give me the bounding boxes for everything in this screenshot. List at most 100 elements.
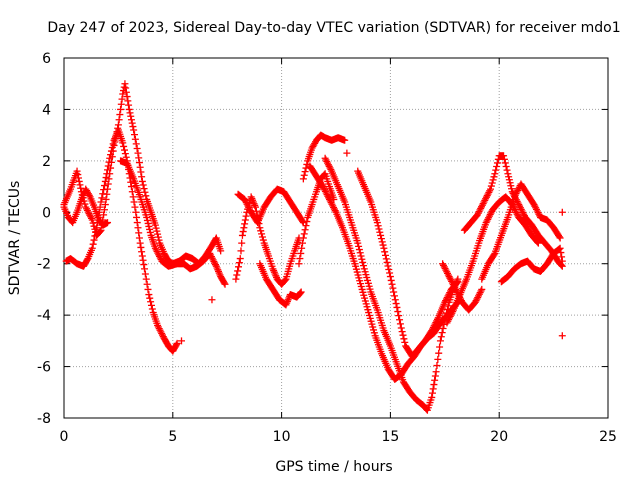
data-point [324,192,332,200]
data-point [120,83,128,91]
data-point [89,240,97,248]
data-points [60,80,566,414]
data-point [487,209,495,217]
data-point [108,143,116,151]
data-point [514,186,522,194]
data-point [507,182,515,190]
data-point [382,251,390,259]
data-point [142,192,150,200]
grid-lines [64,58,608,418]
data-point [300,230,308,238]
data-point [441,265,449,273]
data-point [146,225,154,233]
data-point [76,181,84,189]
data-point [153,248,161,255]
data-point [144,285,152,293]
data-point [504,170,512,178]
data-point [478,201,486,209]
data-point [326,164,334,172]
data-point [325,162,333,170]
data-point [124,97,132,105]
data-point [102,195,110,203]
data-point [486,211,494,219]
data-point [154,323,162,331]
data-point [436,337,444,345]
data-point [297,288,305,296]
data-point [490,173,498,181]
data-point [135,159,143,167]
data-point [84,208,92,216]
data-point [389,284,397,292]
data-point [240,224,248,232]
data-point [477,287,485,295]
data-point [479,200,487,208]
data-point [400,335,408,343]
data-point [386,273,394,281]
data-point [431,372,439,380]
data-point [445,273,453,281]
data-point [138,173,146,181]
data-point [141,188,149,196]
data-point [220,279,228,287]
data-point [258,230,266,238]
y-tick-label: -4 [37,308,51,324]
data-point [520,210,528,218]
x-tick-label: 10 [273,429,291,445]
data-point [486,187,494,195]
data-point [73,167,81,175]
data-point [519,209,527,217]
data-point [143,213,151,221]
data-point [130,126,138,134]
data-point [235,263,243,271]
y-tick-label: -6 [37,360,51,376]
data-point [245,203,253,211]
data-point [135,154,143,162]
data-point [75,174,83,182]
data-point [299,175,307,183]
data-point [211,259,219,267]
data-point [481,196,489,204]
x-axis-label: GPS time / hours [275,459,392,475]
data-point [233,271,241,279]
data-point [517,205,525,213]
data-point [513,210,521,218]
data-point [302,222,310,230]
data-point [323,158,331,165]
data-point [210,257,218,265]
data-point [241,220,249,228]
data-point [455,292,463,300]
data-point [491,170,499,178]
data-point [513,188,521,196]
data-point [155,236,163,244]
data-point [384,262,392,270]
data-point [474,293,482,301]
data-point [296,289,304,297]
data-point [131,135,139,143]
data-point [430,322,438,330]
data-point [399,331,407,339]
data-point [129,123,137,131]
data-point [446,312,454,320]
y-tick-label: 6 [42,51,51,67]
data-point [120,146,128,154]
data-point [396,316,404,324]
data-point [475,290,483,298]
data-point [98,194,106,202]
x-tick-label: 0 [60,429,69,445]
data-point [156,326,164,334]
data-point [448,309,456,317]
data-point [500,152,508,160]
data-point [172,341,180,349]
data-point [129,193,137,201]
data-point [138,252,146,260]
data-point [443,305,451,313]
data-point [77,184,85,192]
data-point [82,203,90,211]
data-point [457,295,465,303]
data-point [132,208,140,216]
data-point [398,328,406,336]
data-point [87,213,95,221]
data-point [208,254,216,262]
data-point [303,160,311,168]
data-point [478,203,486,211]
